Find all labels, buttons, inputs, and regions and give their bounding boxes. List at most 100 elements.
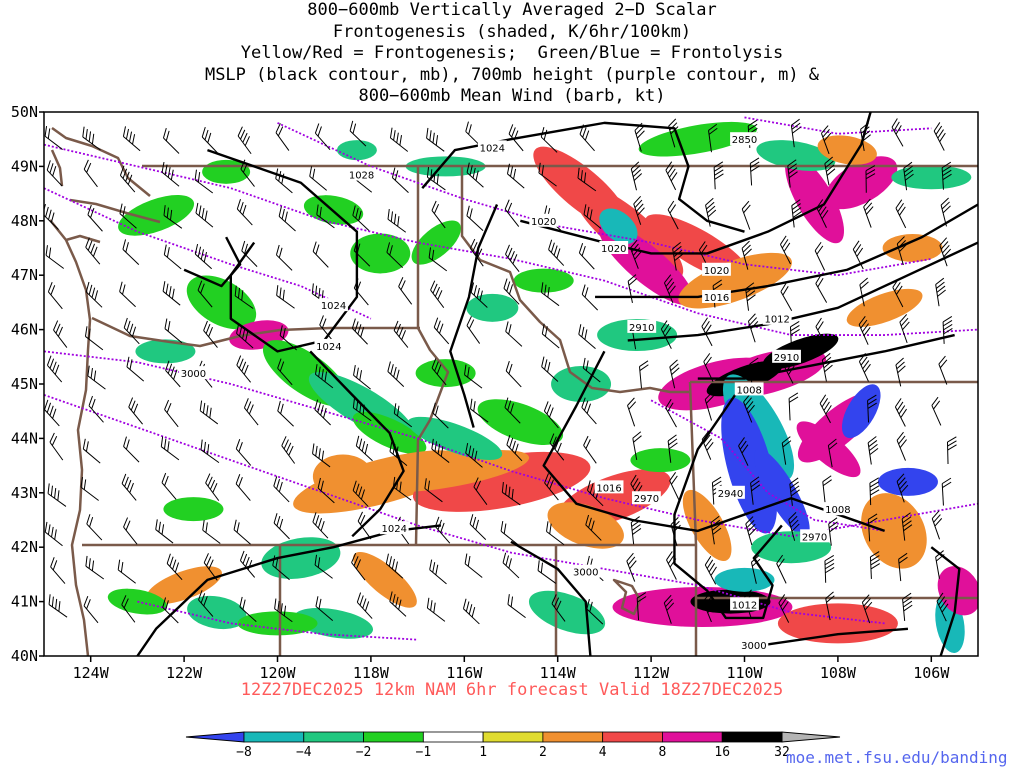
- wind-barb: [505, 360, 522, 388]
- wind-barb: [543, 401, 559, 429]
- barb-feather: [865, 173, 876, 180]
- barb-feather: [53, 320, 59, 331]
- barb-feather: [903, 604, 913, 612]
- barb-feather: [319, 206, 322, 218]
- barb-feather: [319, 315, 324, 326]
- barb-feather: [702, 593, 710, 602]
- barb-feather: [632, 478, 639, 488]
- wind-barb: [273, 513, 290, 540]
- wind-barb: [317, 477, 335, 504]
- wind-barb: [867, 436, 879, 465]
- barb-feather: [630, 161, 640, 170]
- barb-feather: [393, 213, 397, 225]
- wind-barb: [45, 245, 65, 269]
- wind-barb: [747, 313, 759, 343]
- barb-feather: [508, 124, 514, 135]
- barb-feather: [169, 556, 174, 567]
- wind-barb: [667, 200, 679, 230]
- barb-feather: [315, 244, 320, 255]
- barb-feather: [505, 360, 510, 372]
- contour-label: 1008: [736, 385, 761, 396]
- colorbar: −8 −4 −2 −1 1 2 4 8 16 32: [185, 731, 841, 760]
- wind-barb: [48, 594, 68, 618]
- shading-blob: [721, 397, 778, 534]
- wind-barb: [896, 473, 909, 503]
- barb-feather: [241, 290, 244, 301]
- wind-barb: [462, 598, 480, 625]
- wind-barb: [117, 559, 136, 584]
- barb-feather: [198, 590, 203, 601]
- wind-barb: [824, 156, 836, 186]
- barb-feather: [749, 361, 759, 369]
- barb-feather: [942, 205, 951, 214]
- wind-barb: [392, 476, 412, 501]
- wind-barb: [815, 274, 828, 303]
- barb-feather: [51, 526, 54, 538]
- barb-feather: [891, 118, 898, 128]
- y-tick-label: 40N: [11, 647, 38, 665]
- wind-barb: [314, 399, 331, 426]
- wind-barb: [745, 282, 756, 311]
- credit-link[interactable]: moe.met.fsu.edu/banding: [786, 748, 1008, 767]
- barb-feather: [509, 437, 514, 448]
- barb-feather: [46, 355, 52, 366]
- colorbar-segment: [662, 731, 723, 743]
- wind-barb: [195, 202, 214, 228]
- barb-feather: [816, 245, 824, 255]
- wind-barb: [672, 241, 683, 271]
- wind-barb: [281, 436, 296, 464]
- barb-feather: [941, 603, 949, 613]
- y-tick-label: 48N: [11, 212, 38, 230]
- wind-barb: [931, 510, 943, 540]
- wind-barb: [465, 442, 483, 468]
- barb-feather: [584, 287, 589, 298]
- barb-feather: [51, 596, 54, 607]
- wind-barb: [387, 208, 407, 233]
- wind-barb: [353, 365, 371, 390]
- barb-feather: [750, 161, 760, 168]
- barb-feather: [895, 199, 903, 209]
- barb-feather: [706, 442, 714, 451]
- barb-feather: [431, 438, 434, 450]
- barb-feather: [860, 122, 869, 130]
- barb-feather: [788, 171, 798, 179]
- mslp-isobar: [510, 540, 592, 656]
- barb-feather: [935, 125, 943, 135]
- barb-feather: [207, 476, 213, 487]
- barb-feather: [788, 167, 798, 175]
- barb-feather: [936, 592, 944, 602]
- barb-feather: [508, 558, 512, 569]
- barb-feather: [54, 529, 57, 540]
- barb-feather: [435, 564, 439, 575]
- barb-feather: [352, 397, 356, 408]
- barb-feather: [713, 161, 724, 168]
- x-tick-label: 112W: [633, 664, 670, 682]
- barb-feather: [631, 165, 641, 174]
- barb-feather: [790, 324, 800, 332]
- barb-feather: [500, 520, 504, 532]
- wind-barb: [236, 355, 251, 383]
- barb-feather: [242, 328, 246, 339]
- barb-feather: [556, 600, 562, 611]
- barb-feather: [320, 520, 325, 532]
- wind-barb: [277, 358, 293, 386]
- barb-feather: [789, 477, 799, 485]
- barb-feather: [787, 159, 797, 167]
- barb-feather: [279, 287, 282, 298]
- barb-feather: [433, 602, 436, 613]
- barb-feather: [503, 278, 508, 289]
- wind-barb: [312, 512, 329, 539]
- barb-feather: [776, 554, 784, 564]
- barb-feather: [86, 162, 92, 173]
- x-tick-label: 120W: [259, 664, 296, 682]
- barb-feather: [58, 601, 61, 612]
- contour-label-box: [823, 502, 853, 516]
- barb-feather: [672, 241, 681, 250]
- barb-feather: [389, 127, 393, 138]
- barb-feather: [238, 477, 243, 488]
- barb-feather: [468, 604, 473, 615]
- shading-blob: [513, 268, 574, 293]
- wind-barb: [85, 281, 103, 308]
- contour-label-box: [632, 491, 661, 505]
- wind-barb: [867, 394, 877, 423]
